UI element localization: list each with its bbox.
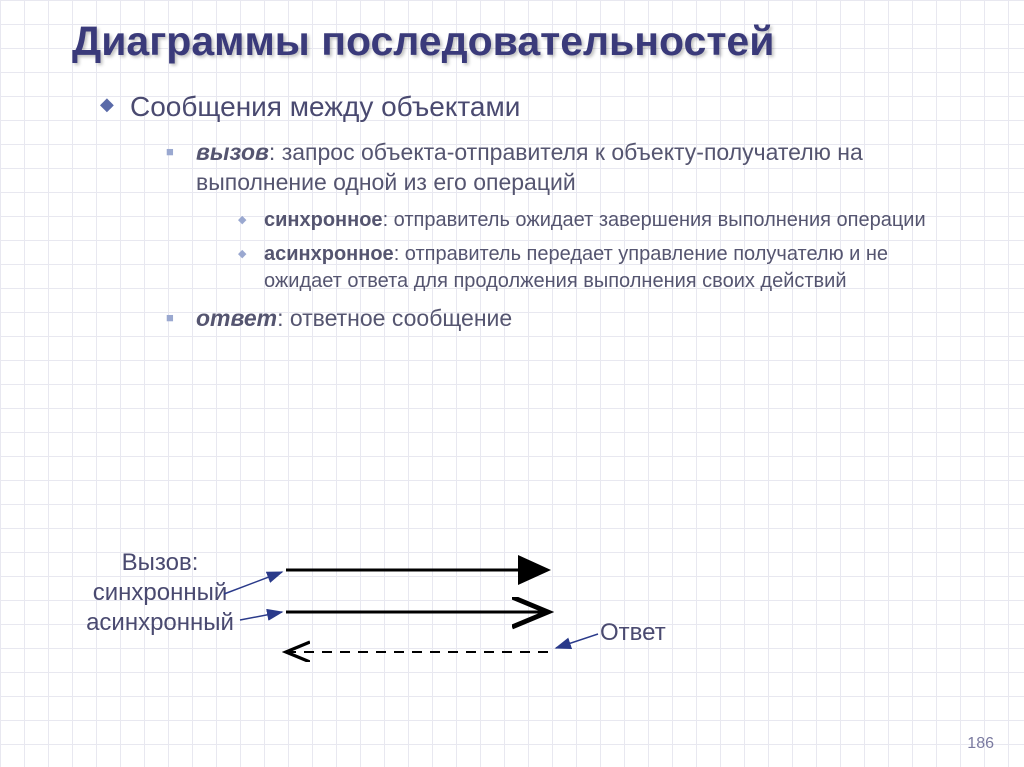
bullet-list-lvl1: Сообщения между объектами вызов: запрос … [100, 89, 952, 333]
bullet-list-lvl3: синхронное: отправитель ожидает завершен… [238, 207, 952, 294]
bullet-lvl1-messages: Сообщения между объектами вызов: запрос … [100, 89, 952, 333]
pointer-sync-label [224, 572, 282, 594]
arrow-notation-diagram: Вызов: синхронный асинхронный Ответ [0, 540, 1024, 720]
pointer-reply-label [556, 634, 598, 648]
bullet-list-lvl2: вызов: запрос объекта-отправителя к объе… [166, 138, 952, 333]
bullet-text: : запрос объекта-отправителя к объекту-п… [196, 139, 863, 194]
bullet-lvl3-async: асинхронное: отправитель передает управл… [238, 241, 952, 294]
keyword-reply: ответ [196, 305, 277, 331]
bullet-lvl2-call: вызов: запрос объекта-отправителя к объе… [166, 138, 952, 294]
page-number: 186 [967, 735, 994, 753]
diagram-svg [0, 540, 1024, 720]
bullet-text: Сообщения между объектами [130, 91, 520, 122]
bullet-lvl3-sync: синхронное: отправитель ожидает завершен… [238, 207, 952, 233]
bullet-text: : ответное сообщение [277, 305, 512, 331]
slide-title: Диаграммы последовательностей [72, 18, 952, 65]
keyword-sync: синхронное [264, 209, 383, 231]
keyword-async: асинхронное [264, 243, 394, 265]
keyword-call: вызов [196, 139, 269, 165]
slide: Диаграммы последовательностей Сообщения … [0, 0, 1024, 334]
bullet-text: : отправитель ожидает завершения выполне… [383, 209, 926, 231]
bullet-lvl2-reply: ответ: ответное сообщение [166, 304, 952, 333]
pointer-async-label [240, 612, 282, 620]
